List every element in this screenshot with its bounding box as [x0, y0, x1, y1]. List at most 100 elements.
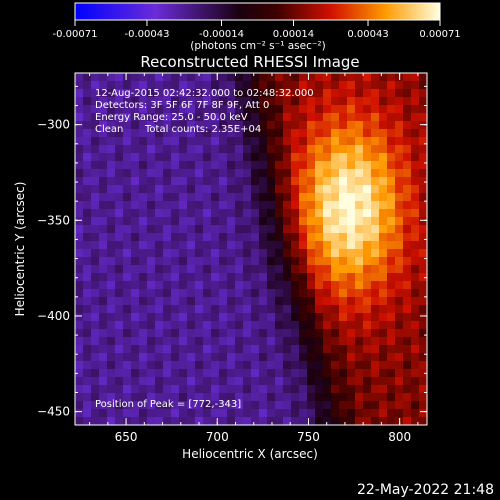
heatmap-cell — [411, 385, 420, 394]
heatmap-cell — [227, 73, 236, 82]
heatmap-cell — [251, 273, 260, 282]
heatmap-cell — [115, 329, 124, 338]
heatmap-cell — [107, 353, 116, 362]
heatmap-cell — [275, 321, 284, 330]
heatmap-cell — [275, 233, 284, 242]
heatmap-cell — [171, 217, 180, 226]
heatmap-cell — [339, 225, 348, 234]
heatmap-cell — [363, 401, 372, 410]
heatmap-cell — [299, 81, 308, 90]
heatmap-cell — [331, 113, 340, 122]
heatmap-cell — [267, 97, 276, 106]
heatmap-cell — [339, 169, 348, 178]
heatmap-cell — [115, 129, 124, 138]
heatmap-cell — [75, 241, 84, 250]
heatmap-cell — [339, 193, 348, 202]
heatmap-cell — [163, 201, 172, 210]
heatmap-cell — [299, 145, 308, 154]
heatmap-cell — [179, 409, 188, 418]
heatmap-cell — [187, 305, 196, 314]
heatmap-cell — [203, 353, 212, 362]
heatmap-cell — [99, 385, 108, 394]
heatmap-cell — [115, 153, 124, 162]
heatmap-cell — [235, 369, 244, 378]
heatmap-cell — [419, 417, 428, 426]
heatmap-cell — [227, 297, 236, 306]
heatmap-cell — [123, 273, 132, 282]
heatmap-cell — [299, 297, 308, 306]
heatmap-cell — [235, 265, 244, 274]
heatmap-cell — [291, 89, 300, 98]
heatmap-cell — [83, 145, 92, 154]
heatmap-cell — [275, 193, 284, 202]
heatmap-cell — [355, 233, 364, 242]
heatmap-cell — [163, 385, 172, 394]
heatmap-cell — [387, 401, 396, 410]
heatmap-cell — [291, 297, 300, 306]
heatmap-cell — [123, 161, 132, 170]
heatmap-cell — [323, 401, 332, 410]
heatmap-cell — [227, 225, 236, 234]
heatmap-cell — [331, 193, 340, 202]
heatmap-cell — [315, 225, 324, 234]
heatmap-cell — [259, 265, 268, 274]
heatmap-cell — [307, 185, 316, 194]
heatmap-cell — [331, 97, 340, 106]
heatmap-cell — [411, 305, 420, 314]
heatmap-cell — [355, 281, 364, 290]
heatmap-cell — [195, 225, 204, 234]
heatmap-cell — [251, 113, 260, 122]
heatmap-cell — [187, 369, 196, 378]
heatmap-cell — [411, 201, 420, 210]
heatmap-cell — [347, 201, 356, 210]
heatmap-cell — [251, 401, 260, 410]
heatmap-cell — [203, 177, 212, 186]
heatmap-cell — [419, 281, 428, 290]
heatmap-cell — [363, 257, 372, 266]
heatmap-cell — [291, 121, 300, 130]
heatmap-cell — [139, 377, 148, 386]
heatmap-cell — [179, 393, 188, 402]
heatmap-cell — [395, 121, 404, 130]
heatmap-cell — [331, 417, 340, 426]
heatmap-cell — [291, 265, 300, 274]
heatmap-cell — [203, 89, 212, 98]
heatmap-cell — [291, 353, 300, 362]
heatmap-cell — [155, 281, 164, 290]
heatmap-cell — [267, 393, 276, 402]
heatmap-cell — [211, 265, 220, 274]
heatmap-cell — [371, 297, 380, 306]
heatmap-cell — [411, 273, 420, 282]
heatmap-cell — [419, 337, 428, 346]
heatmap-cell — [259, 305, 268, 314]
heatmap-cell — [227, 145, 236, 154]
heatmap-cell — [323, 169, 332, 178]
heatmap-cell — [155, 305, 164, 314]
heatmap-cell — [163, 209, 172, 218]
heatmap-cell — [203, 377, 212, 386]
heatmap-cell — [251, 257, 260, 266]
heatmap-cell — [339, 73, 348, 82]
heatmap-cell — [75, 337, 84, 346]
heatmap-cell — [235, 161, 244, 170]
heatmap-cell — [299, 321, 308, 330]
heatmap-cell — [243, 401, 252, 410]
heatmap-cell — [355, 393, 364, 402]
heatmap-cell — [227, 177, 236, 186]
heatmap-cell — [275, 281, 284, 290]
heatmap-cell — [107, 137, 116, 146]
heatmap-cell — [243, 321, 252, 330]
heatmap-cell — [275, 113, 284, 122]
heatmap-cell — [419, 289, 428, 298]
heatmap-cell — [227, 377, 236, 386]
heatmap-cell — [379, 281, 388, 290]
heatmap-cell — [323, 73, 332, 82]
heatmap-cell — [347, 113, 356, 122]
heatmap-cell — [331, 289, 340, 298]
heatmap-cell — [75, 105, 84, 114]
heatmap-cell — [195, 217, 204, 226]
heatmap-cell — [235, 337, 244, 346]
heatmap-cell — [147, 209, 156, 218]
heatmap-cell — [379, 217, 388, 226]
heatmap-cell — [99, 265, 108, 274]
